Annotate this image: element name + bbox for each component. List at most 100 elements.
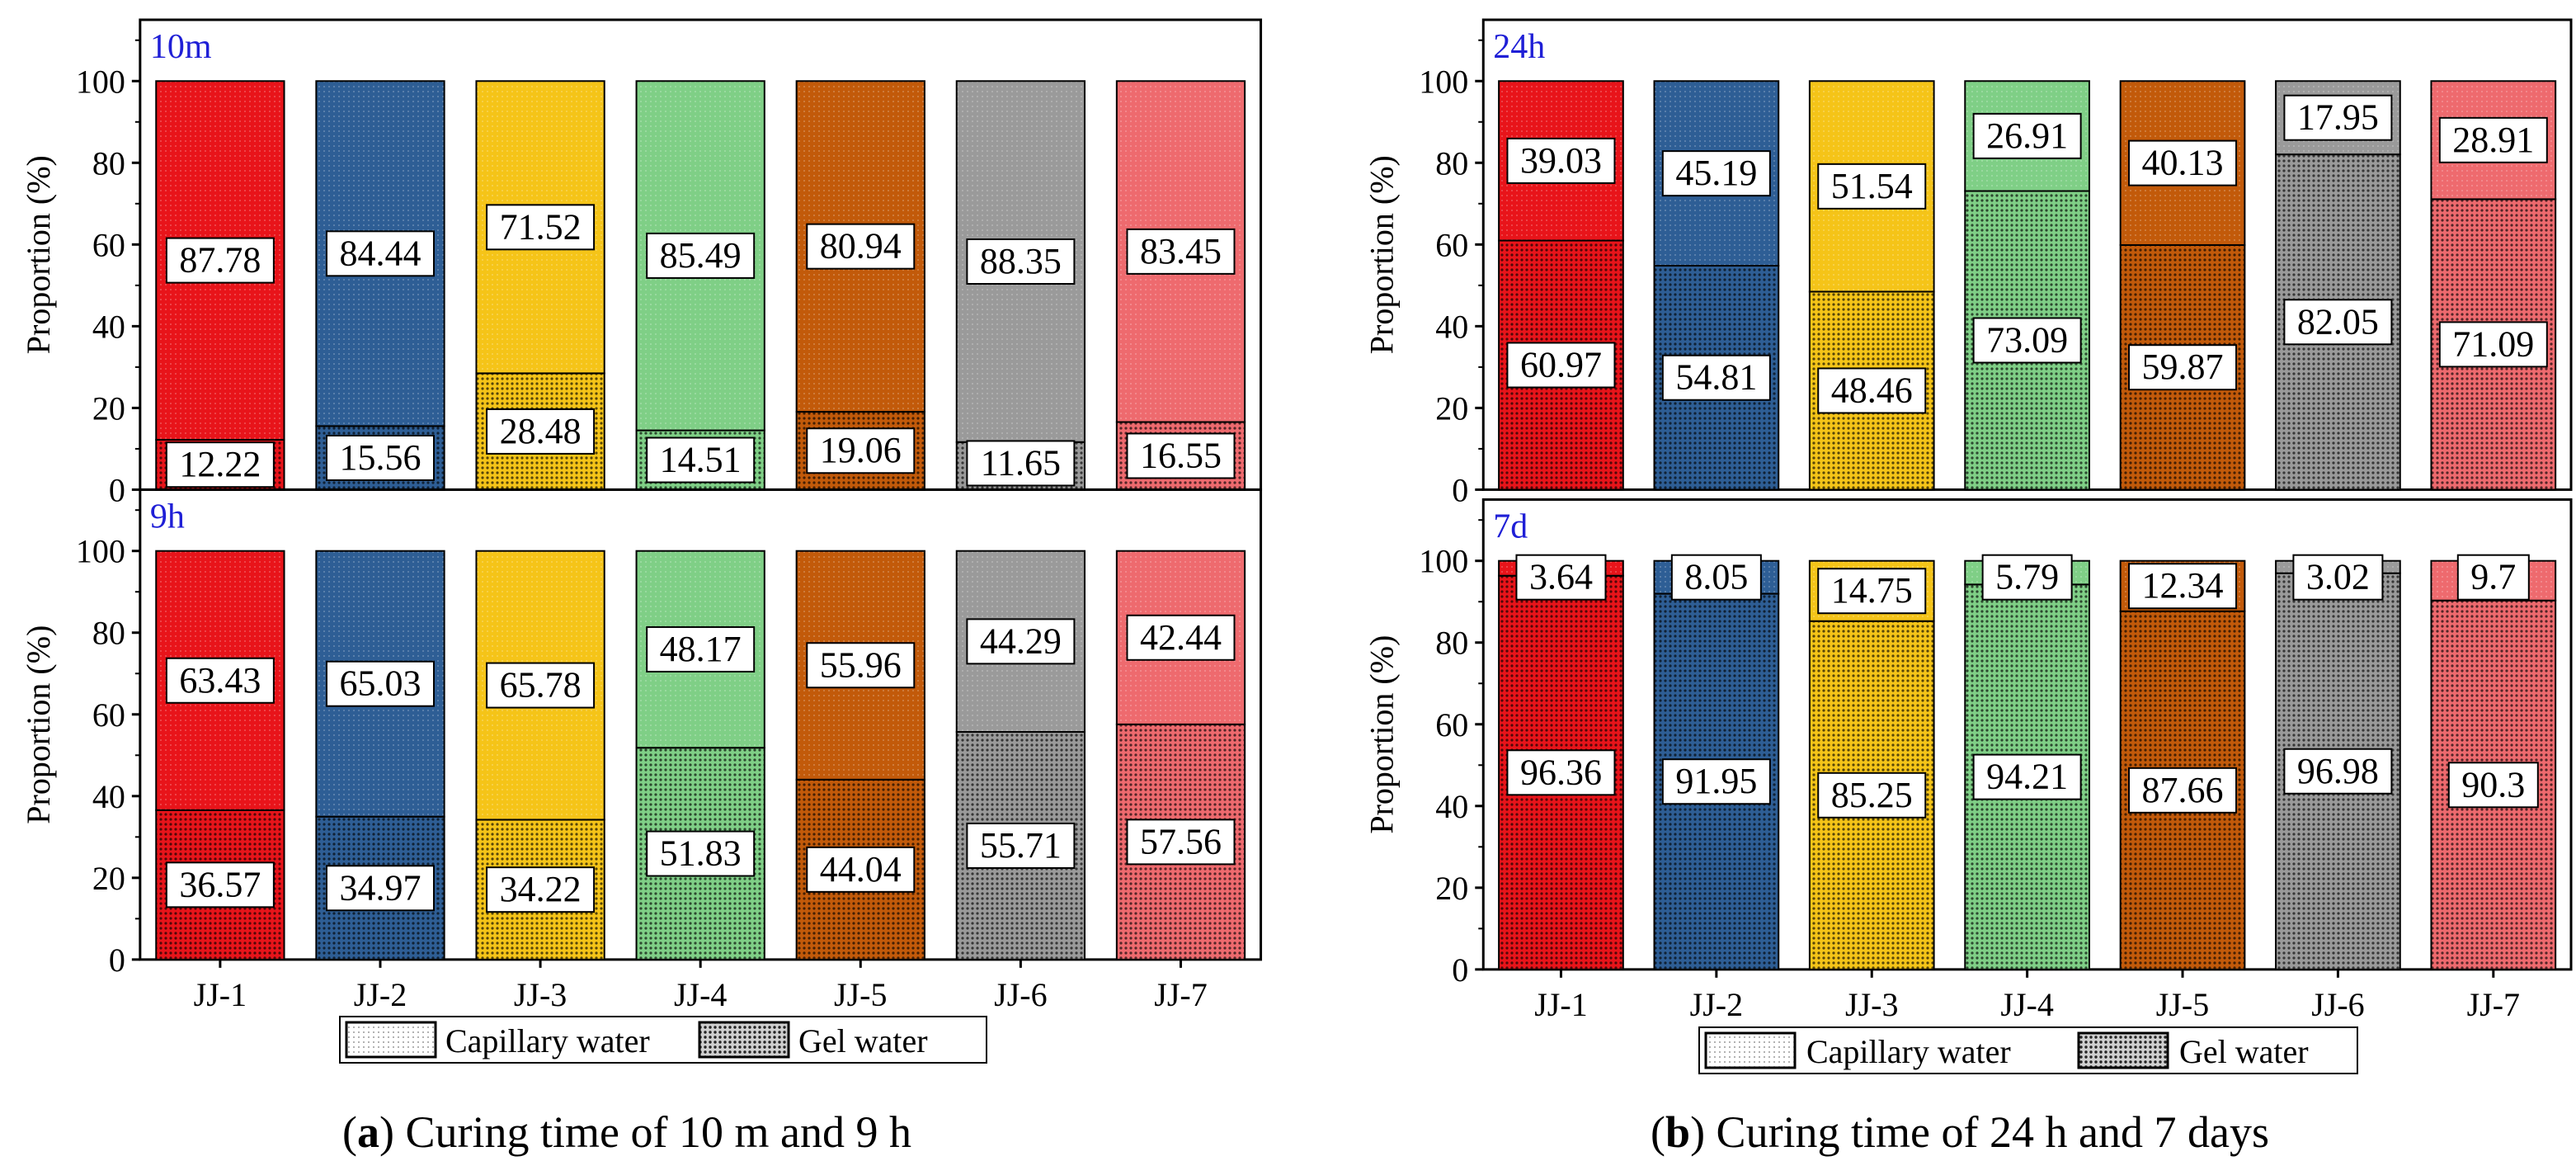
x-tick-label-JJ-2: JJ-2: [1690, 986, 1743, 1023]
y-tick-label: 60: [1435, 226, 1468, 263]
value-label-capillary-JJ-4: 48.17: [660, 629, 742, 669]
value-label-gel-JJ-2-box: [1661, 354, 1771, 401]
value-label-gel-JJ-1: 36.57: [179, 864, 261, 904]
value-label-capillary-JJ-7: 83.45: [1140, 231, 1222, 271]
value-label-gel-JJ-6: 96.98: [2297, 751, 2379, 791]
value-label-capillary-JJ-7-box: [2456, 554, 2530, 601]
legend-b-gel-swatch: [2077, 1031, 2169, 1069]
value-label-gel-JJ-7-box: [1126, 819, 1236, 866]
value-label-gel-JJ-6: 55.71: [980, 825, 1062, 866]
legend-a-gel-swatch: [698, 1021, 790, 1059]
value-label-gel-JJ-4-box: [1972, 317, 2082, 364]
y-tick-label: 40: [1435, 788, 1468, 825]
value-label-capillary-JJ-3-box: [486, 204, 596, 251]
value-label-gel-JJ-3-box: [1817, 367, 1927, 414]
value-label-gel-JJ-4: 94.21: [1986, 757, 2068, 797]
value-label-capillary-JJ-2-box: [1661, 150, 1771, 197]
value-label-gel-JJ-5-box: [2128, 767, 2238, 814]
caption-b-text: ) Curing time of 24 h and 7 days: [1690, 1107, 2269, 1157]
panel-10m: 0 20 40 60 80 100 Proportion (%) 10m 12.22 87.78 1…: [20, 18, 1263, 508]
y-tick-label: 20: [92, 860, 125, 897]
value-label-capillary-JJ-1-box: [165, 237, 275, 284]
value-label-capillary-JJ-7: 28.91: [2452, 120, 2534, 160]
value-label-capillary-JJ-3: 51.54: [1831, 166, 1913, 206]
y-tick-label: 40: [1435, 308, 1468, 345]
value-label-gel-JJ-5: 44.04: [820, 849, 902, 890]
value-label-gel-JJ-5: 19.06: [820, 430, 902, 470]
value-label-gel-JJ-3: 28.48: [500, 411, 582, 451]
value-label-gel-JJ-3: 48.46: [1831, 370, 1913, 410]
panel-9h: 0 20 40 60 80 100 Proportion (%) 9h 36.57 63.43 JJ…: [20, 488, 1263, 1013]
value-label-capillary-JJ-2: 45.19: [1675, 153, 1757, 193]
value-label-gel-JJ-4-box: [1972, 753, 2082, 800]
value-label-capillary-JJ-5: 80.94: [820, 226, 902, 267]
value-label-gel-JJ-5: 59.87: [2142, 347, 2224, 387]
value-label-capillary-JJ-7-box: [2438, 116, 2548, 163]
caption-a: (a) Curing time of 10 m and 9 h: [342, 1107, 911, 1157]
value-label-capillary-JJ-5: 12.34: [2142, 565, 2224, 606]
value-label-capillary-JJ-3-box: [1817, 163, 1927, 210]
value-label-capillary-JJ-4-box: [1981, 554, 2073, 601]
legend-a-gel-label: Gel water: [798, 1022, 928, 1059]
y-tick-label: 60: [1435, 706, 1468, 743]
x-tick-label-JJ-6: JJ-6: [994, 976, 1047, 1013]
value-label-gel-JJ-7: 90.3: [2461, 764, 2525, 805]
y-tick-label: 100: [76, 533, 125, 570]
caption-b-letter: b: [1665, 1107, 1690, 1157]
value-label-capillary-JJ-6-box: [2283, 94, 2393, 141]
value-label-gel-JJ-1-box: [1506, 342, 1616, 389]
x-tick-label-JJ-6: JJ-6: [2311, 986, 2364, 1023]
plots-layer: 0 20 40 60 80 100 Proportion (%) 10m 12.22 87.78 1…: [20, 18, 2573, 1023]
y-tick-label: 0: [1452, 471, 1468, 508]
value-label-capillary-JJ-2-box: [1670, 554, 1762, 601]
value-label-gel-JJ-2-box: [1661, 758, 1771, 805]
caption-a-text: ) Curing time of 10 m and 9 h: [379, 1107, 911, 1157]
value-label-gel-JJ-3-box: [486, 408, 596, 455]
x-tick-label-JJ-1: JJ-1: [194, 976, 247, 1013]
value-label-gel-JJ-6-box: [2283, 748, 2393, 795]
legend-b-gel-label: Gel water: [2179, 1033, 2309, 1070]
value-label-capillary-JJ-4-box: [1972, 112, 2082, 159]
legend-b-capillary-swatch: [1704, 1031, 1797, 1069]
value-label-capillary-JJ-5-box: [806, 642, 916, 689]
caption-b: (b) Curing time of 24 h and 7 days: [1651, 1107, 2269, 1157]
legend-a-capillary-label: Capillary water: [445, 1022, 650, 1059]
y-tick-label: 0: [1452, 951, 1468, 989]
value-label-capillary-JJ-3: 14.75: [1831, 570, 1913, 611]
value-label-capillary-JJ-6: 88.35: [980, 241, 1062, 281]
y-tick-label: 80: [92, 615, 125, 652]
legend-b-capillary-label: Capillary water: [1806, 1033, 2011, 1070]
x-tick-label-JJ-4: JJ-4: [2000, 986, 2053, 1023]
y-axis-label: Proportion (%): [20, 625, 57, 824]
value-label-gel-JJ-2: 54.81: [1675, 357, 1757, 398]
value-label-gel-JJ-6-box: [2283, 299, 2393, 346]
value-label-capillary-JJ-3: 65.78: [500, 665, 582, 705]
value-label-gel-JJ-3: 34.22: [500, 869, 582, 909]
value-label-capillary-JJ-6-box: [966, 618, 1076, 665]
value-label-capillary-JJ-2: 84.44: [339, 233, 421, 273]
y-tick-label: 0: [109, 941, 125, 979]
x-tick-label-JJ-4: JJ-4: [674, 976, 727, 1013]
value-label-gel-JJ-6-box: [966, 822, 1076, 869]
value-label-capillary-JJ-5-box: [2128, 563, 2238, 610]
panel-label: 7d: [1493, 507, 1528, 545]
y-tick-label: 100: [1419, 543, 1468, 580]
value-label-capillary-JJ-2: 65.03: [339, 663, 421, 704]
value-label-capillary-JJ-4-box: [646, 625, 756, 672]
panel-label: 9h: [150, 498, 185, 536]
value-label-gel-JJ-7-box: [2438, 321, 2548, 368]
value-label-capillary-JJ-5: 55.96: [820, 644, 902, 685]
value-label-gel-JJ-2-box: [325, 865, 435, 912]
value-label-capillary-JJ-7-box: [1126, 228, 1236, 275]
y-tick-label: 0: [109, 471, 125, 508]
value-label-gel-JJ-3-box: [486, 866, 596, 913]
value-label-gel-JJ-5-box: [806, 427, 916, 474]
value-label-capillary-JJ-1-box: [1515, 554, 1607, 601]
value-label-gel-JJ-6: 82.05: [2297, 301, 2379, 342]
value-label-gel-JJ-2: 34.97: [339, 867, 421, 908]
value-label-gel-JJ-3: 85.25: [1831, 775, 1913, 815]
value-label-capillary-JJ-2-box: [325, 230, 435, 277]
y-tick-label: 80: [92, 144, 125, 182]
x-tick-label-JJ-5: JJ-5: [2156, 986, 2209, 1023]
